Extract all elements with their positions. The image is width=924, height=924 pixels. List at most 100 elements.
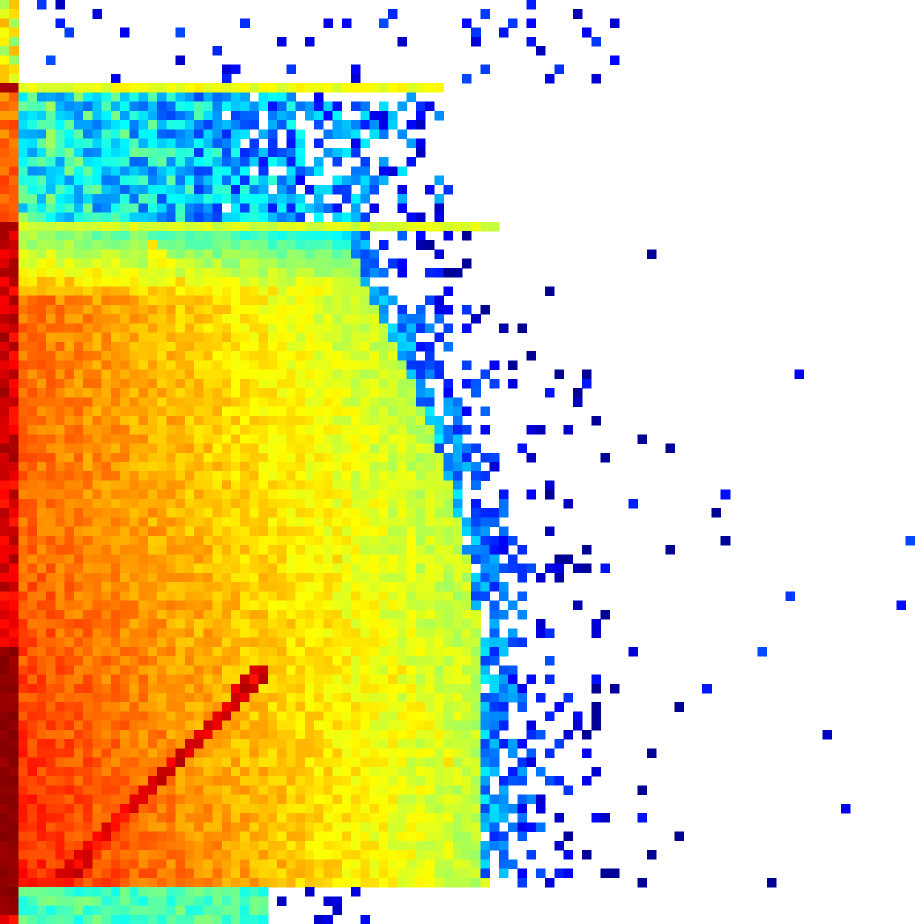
heatmap-cell xyxy=(212,656,223,666)
heatmap-cell xyxy=(221,508,232,518)
heatmap-cell xyxy=(194,757,204,768)
heatmap-cell xyxy=(9,693,19,703)
heatmap-cell xyxy=(64,600,75,611)
heatmap-cell xyxy=(369,258,380,269)
heatmap-cell xyxy=(212,831,223,842)
heatmap-cell xyxy=(351,462,361,472)
heatmap-cell xyxy=(101,859,112,869)
heatmap-cell xyxy=(360,471,370,481)
heatmap-cell xyxy=(295,203,306,213)
heatmap-cell xyxy=(83,175,93,186)
heatmap-cell xyxy=(351,868,361,879)
heatmap-cell xyxy=(27,813,38,823)
heatmap-cell xyxy=(27,267,38,278)
heatmap-cell xyxy=(101,341,112,352)
heatmap-cell xyxy=(351,120,361,130)
heatmap-cell xyxy=(304,887,315,897)
heatmap-cell xyxy=(36,739,47,749)
heatmap-cell xyxy=(9,406,19,417)
heatmap-cell xyxy=(92,9,102,19)
heatmap-cell xyxy=(92,582,102,592)
heatmap-cell xyxy=(378,304,389,315)
heatmap-cell xyxy=(323,508,333,518)
heatmap-cell xyxy=(277,563,287,574)
heatmap-cell xyxy=(277,600,287,611)
heatmap-cell xyxy=(55,702,65,712)
heatmap-cell xyxy=(92,110,102,121)
heatmap-cell xyxy=(110,138,121,149)
heatmap-cell xyxy=(129,591,139,601)
heatmap-cell xyxy=(397,452,407,463)
heatmap-cell xyxy=(110,665,121,675)
heatmap-cell xyxy=(55,203,65,213)
heatmap-cell xyxy=(138,166,149,176)
heatmap-cell xyxy=(434,194,444,204)
heatmap-cell xyxy=(332,517,343,527)
heatmap-cell xyxy=(332,850,343,860)
heatmap-cell xyxy=(27,240,38,250)
heatmap-cell xyxy=(212,646,223,657)
heatmap-cell xyxy=(18,877,29,888)
heatmap-cell xyxy=(304,711,315,722)
heatmap-cell xyxy=(27,554,38,564)
heatmap-cell xyxy=(397,739,407,749)
heatmap-cell xyxy=(286,702,296,712)
heatmap-cell xyxy=(295,785,306,795)
heatmap-cell xyxy=(0,914,10,924)
heatmap-cell xyxy=(212,295,223,306)
heatmap-cell xyxy=(434,729,444,740)
heatmap-cell xyxy=(36,508,47,518)
heatmap-cell xyxy=(415,868,426,879)
heatmap-cell xyxy=(360,914,370,924)
heatmap-cell xyxy=(221,489,232,500)
heatmap-cell xyxy=(304,351,315,361)
heatmap-cell xyxy=(332,600,343,611)
heatmap-cell xyxy=(184,757,195,768)
heatmap-cell xyxy=(83,434,93,444)
heatmap-cell xyxy=(203,868,213,879)
heatmap-cell xyxy=(351,656,361,666)
heatmap-cell xyxy=(101,489,112,500)
heatmap-cell xyxy=(277,175,287,186)
heatmap-cell xyxy=(175,785,186,795)
heatmap-cell xyxy=(120,397,130,407)
heatmap-cell xyxy=(138,360,149,370)
heatmap-cell xyxy=(0,572,10,583)
heatmap-cell xyxy=(489,628,500,638)
heatmap-cell xyxy=(554,739,564,749)
heatmap-cell xyxy=(46,665,56,675)
heatmap-cell xyxy=(406,628,417,638)
heatmap-cell xyxy=(27,221,38,232)
heatmap-cell xyxy=(258,600,269,611)
heatmap-cell xyxy=(194,619,204,629)
heatmap-cell xyxy=(157,545,167,555)
heatmap-cell xyxy=(64,766,75,777)
heatmap-cell xyxy=(18,286,29,296)
heatmap-cell xyxy=(184,110,195,121)
heatmap-cell xyxy=(157,249,167,260)
heatmap-cell xyxy=(55,729,65,740)
heatmap-cell xyxy=(110,147,121,158)
heatmap-cell xyxy=(277,572,287,583)
heatmap-cell xyxy=(434,425,444,435)
heatmap-cell xyxy=(360,212,370,223)
heatmap-cell xyxy=(166,563,176,574)
heatmap-cell xyxy=(184,166,195,176)
heatmap-cell xyxy=(304,304,315,315)
heatmap-cell xyxy=(64,110,75,121)
heatmap-cell xyxy=(508,637,518,648)
heatmap-cell xyxy=(73,397,84,407)
heatmap-cell xyxy=(240,249,250,260)
heatmap-cell xyxy=(240,231,250,241)
heatmap-cell xyxy=(231,683,241,694)
heatmap-cell xyxy=(267,443,278,454)
heatmap-cell xyxy=(147,702,158,712)
heatmap-cell xyxy=(18,572,29,583)
heatmap-cell xyxy=(415,314,426,324)
heatmap-cell xyxy=(480,702,491,712)
heatmap-cell xyxy=(0,840,10,851)
heatmap-cell xyxy=(46,443,56,454)
heatmap-cell xyxy=(304,397,315,407)
heatmap-cell xyxy=(18,619,29,629)
heatmap-cell xyxy=(203,332,213,343)
